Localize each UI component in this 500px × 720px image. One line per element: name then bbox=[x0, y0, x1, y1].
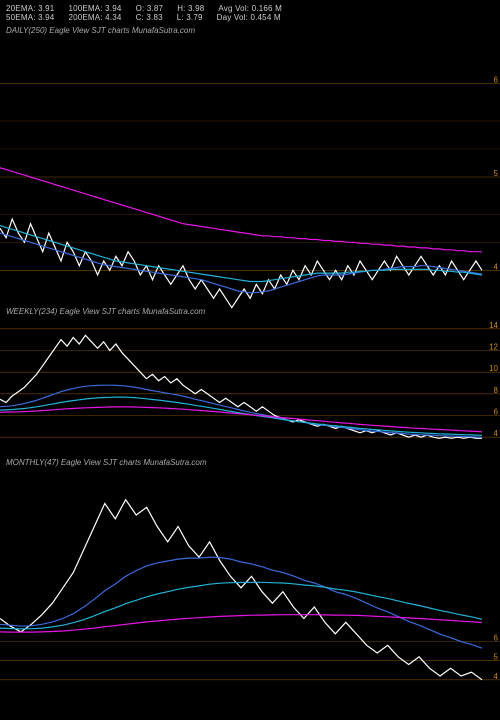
weekly-panel-label: WEEKLY(234) Eagle View SJT charts Munafa… bbox=[0, 305, 500, 318]
ema50-stat: 50EMA: 3.94 bbox=[6, 13, 54, 22]
ema100-stat: 100EMA: 3.94 bbox=[68, 4, 121, 13]
stats-row-1: 20EMA: 3.91 100EMA: 3.94 O: 3.87 H: 3.98… bbox=[6, 4, 494, 13]
svg-text:4: 4 bbox=[494, 672, 499, 681]
ema200-stat: 200EMA: 4.34 bbox=[68, 13, 121, 22]
svg-text:5: 5 bbox=[494, 653, 499, 662]
svg-text:5: 5 bbox=[494, 169, 499, 178]
svg-text:14: 14 bbox=[489, 321, 498, 330]
open-stat: O: 3.87 bbox=[136, 4, 164, 13]
ema20-stat: 20EMA: 3.91 bbox=[6, 4, 54, 13]
high-stat: H: 3.98 bbox=[177, 4, 204, 13]
dayvol-stat: Day Vol: 0.454 M bbox=[217, 13, 281, 22]
close-stat: C: 3.83 bbox=[136, 13, 163, 22]
svg-text:4: 4 bbox=[494, 429, 499, 438]
stats-row-2: 50EMA: 3.94 200EMA: 4.34 C: 3.83 L: 3.79… bbox=[6, 13, 494, 22]
avgvol-stat: Avg Vol: 0.166 M bbox=[218, 4, 282, 13]
monthly-chart: 4 5 6 bbox=[0, 469, 500, 699]
svg-text:6: 6 bbox=[494, 634, 499, 643]
monthly-panel-label: MONTHLY(47) Eagle View SJT charts Munafa… bbox=[0, 456, 500, 469]
low-stat: L: 3.79 bbox=[177, 13, 203, 22]
svg-text:6: 6 bbox=[494, 76, 499, 85]
svg-text:4: 4 bbox=[494, 262, 499, 271]
svg-text:6: 6 bbox=[494, 408, 499, 417]
weekly-chart: 4 6 8 10 12 14 bbox=[0, 318, 500, 448]
svg-text:8: 8 bbox=[494, 386, 499, 395]
daily-panel-label: DAILY(250) Eagle View SJT charts MunafaS… bbox=[0, 24, 500, 37]
stats-header: 20EMA: 3.91 100EMA: 3.94 O: 3.87 H: 3.98… bbox=[0, 0, 500, 24]
svg-text:10: 10 bbox=[489, 364, 498, 373]
svg-text:12: 12 bbox=[489, 343, 498, 352]
daily-chart: 4 5 6 bbox=[0, 37, 500, 317]
